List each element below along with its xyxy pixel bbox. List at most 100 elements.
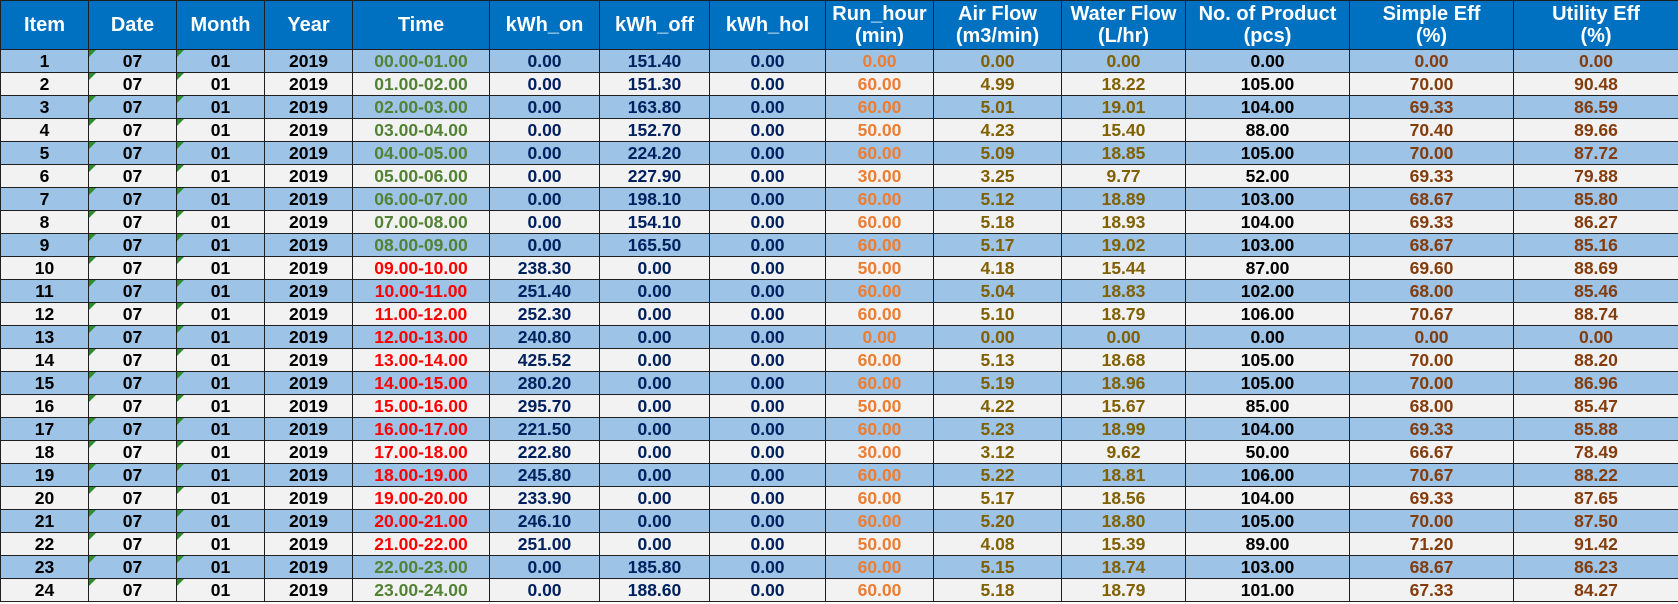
cell-kwh-off[interactable]: 152.70 bbox=[599, 118, 710, 142]
cell-kwh-hol[interactable]: 0.00 bbox=[709, 532, 826, 556]
cell-air-flow[interactable]: 4.99 bbox=[933, 72, 1062, 96]
cell-date[interactable]: 07 bbox=[88, 95, 177, 119]
cell-kwh-off[interactable]: 0.00 bbox=[599, 486, 710, 510]
cell-air-flow[interactable]: 5.13 bbox=[933, 348, 1062, 372]
cell-kwh-on[interactable]: 222.80 bbox=[489, 440, 600, 464]
cell-run-hour[interactable]: 60.00 bbox=[825, 141, 934, 165]
cell-date[interactable]: 07 bbox=[88, 325, 177, 349]
cell-year[interactable]: 2019 bbox=[264, 325, 353, 349]
cell-utility-eff[interactable]: 0.00 bbox=[1513, 325, 1678, 349]
cell-kwh-hol[interactable]: 0.00 bbox=[709, 440, 826, 464]
cell-kwh-off[interactable]: 151.40 bbox=[599, 49, 710, 73]
cell-kwh-hol[interactable]: 0.00 bbox=[709, 72, 826, 96]
cell-run-hour[interactable]: 60.00 bbox=[825, 187, 934, 211]
cell-month[interactable]: 01 bbox=[176, 210, 265, 234]
column-header-kwh-hol[interactable]: kWh_hol bbox=[709, 0, 826, 50]
cell-year[interactable]: 2019 bbox=[264, 394, 353, 418]
cell-products[interactable]: 88.00 bbox=[1185, 118, 1350, 142]
cell-kwh-hol[interactable]: 0.00 bbox=[709, 302, 826, 326]
cell-kwh-hol[interactable]: 0.00 bbox=[709, 279, 826, 303]
cell-run-hour[interactable]: 30.00 bbox=[825, 440, 934, 464]
cell-utility-eff[interactable]: 79.88 bbox=[1513, 164, 1678, 188]
cell-kwh-off[interactable]: 185.80 bbox=[599, 555, 710, 579]
cell-utility-eff[interactable]: 86.27 bbox=[1513, 210, 1678, 234]
cell-simple-eff[interactable]: 69.33 bbox=[1349, 95, 1514, 119]
cell-water-flow[interactable]: 15.40 bbox=[1061, 118, 1186, 142]
cell-utility-eff[interactable]: 87.72 bbox=[1513, 141, 1678, 165]
cell-simple-eff[interactable]: 70.00 bbox=[1349, 141, 1514, 165]
cell-utility-eff[interactable]: 86.96 bbox=[1513, 371, 1678, 395]
cell-date[interactable]: 07 bbox=[88, 440, 177, 464]
cell-kwh-hol[interactable]: 0.00 bbox=[709, 578, 826, 602]
cell-products[interactable]: 104.00 bbox=[1185, 95, 1350, 119]
cell-kwh-hol[interactable]: 0.00 bbox=[709, 463, 826, 487]
cell-water-flow[interactable]: 15.44 bbox=[1061, 256, 1186, 280]
cell-month[interactable]: 01 bbox=[176, 463, 265, 487]
cell-date[interactable]: 07 bbox=[88, 302, 177, 326]
cell-simple-eff[interactable]: 68.67 bbox=[1349, 555, 1514, 579]
cell-simple-eff[interactable]: 0.00 bbox=[1349, 325, 1514, 349]
cell-item[interactable]: 5 bbox=[0, 141, 89, 165]
cell-year[interactable]: 2019 bbox=[264, 72, 353, 96]
cell-date[interactable]: 07 bbox=[88, 394, 177, 418]
cell-item[interactable]: 17 bbox=[0, 417, 89, 441]
cell-year[interactable]: 2019 bbox=[264, 302, 353, 326]
cell-time[interactable]: 06.00-07.00 bbox=[352, 187, 490, 211]
cell-air-flow[interactable]: 4.08 bbox=[933, 532, 1062, 556]
cell-time[interactable]: 07.00-08.00 bbox=[352, 210, 490, 234]
cell-air-flow[interactable]: 5.17 bbox=[933, 486, 1062, 510]
column-header-run-hour[interactable]: Run_hour (min) bbox=[825, 0, 934, 50]
column-header-kwh-on[interactable]: kWh_on bbox=[489, 0, 600, 50]
cell-products[interactable]: 105.00 bbox=[1185, 141, 1350, 165]
cell-year[interactable]: 2019 bbox=[264, 578, 353, 602]
cell-kwh-hol[interactable]: 0.00 bbox=[709, 118, 826, 142]
cell-simple-eff[interactable]: 68.00 bbox=[1349, 394, 1514, 418]
cell-run-hour[interactable]: 50.00 bbox=[825, 532, 934, 556]
cell-utility-eff[interactable]: 84.27 bbox=[1513, 578, 1678, 602]
cell-year[interactable]: 2019 bbox=[264, 348, 353, 372]
cell-run-hour[interactable]: 0.00 bbox=[825, 49, 934, 73]
cell-kwh-off[interactable]: 165.50 bbox=[599, 233, 710, 257]
cell-utility-eff[interactable]: 91.42 bbox=[1513, 532, 1678, 556]
cell-month[interactable]: 01 bbox=[176, 555, 265, 579]
cell-time[interactable]: 11.00-12.00 bbox=[352, 302, 490, 326]
cell-kwh-hol[interactable]: 0.00 bbox=[709, 187, 826, 211]
cell-simple-eff[interactable]: 68.67 bbox=[1349, 187, 1514, 211]
cell-water-flow[interactable]: 18.81 bbox=[1061, 463, 1186, 487]
cell-date[interactable]: 07 bbox=[88, 141, 177, 165]
cell-kwh-hol[interactable]: 0.00 bbox=[709, 417, 826, 441]
cell-time[interactable]: 17.00-18.00 bbox=[352, 440, 490, 464]
cell-month[interactable]: 01 bbox=[176, 164, 265, 188]
cell-kwh-on[interactable]: 0.00 bbox=[489, 95, 600, 119]
cell-air-flow[interactable]: 5.04 bbox=[933, 279, 1062, 303]
cell-run-hour[interactable]: 60.00 bbox=[825, 72, 934, 96]
cell-utility-eff[interactable]: 86.59 bbox=[1513, 95, 1678, 119]
cell-kwh-on[interactable]: 238.30 bbox=[489, 256, 600, 280]
cell-month[interactable]: 01 bbox=[176, 118, 265, 142]
cell-month[interactable]: 01 bbox=[176, 141, 265, 165]
cell-run-hour[interactable]: 60.00 bbox=[825, 210, 934, 234]
cell-utility-eff[interactable]: 85.16 bbox=[1513, 233, 1678, 257]
cell-products[interactable]: 105.00 bbox=[1185, 72, 1350, 96]
cell-month[interactable]: 01 bbox=[176, 371, 265, 395]
cell-air-flow[interactable]: 5.10 bbox=[933, 302, 1062, 326]
cell-kwh-off[interactable]: 0.00 bbox=[599, 325, 710, 349]
cell-time[interactable]: 20.00-21.00 bbox=[352, 509, 490, 533]
cell-run-hour[interactable]: 60.00 bbox=[825, 417, 934, 441]
cell-air-flow[interactable]: 5.17 bbox=[933, 233, 1062, 257]
cell-item[interactable]: 16 bbox=[0, 394, 89, 418]
cell-air-flow[interactable]: 5.23 bbox=[933, 417, 1062, 441]
cell-kwh-off[interactable]: 154.10 bbox=[599, 210, 710, 234]
cell-month[interactable]: 01 bbox=[176, 233, 265, 257]
column-header-month[interactable]: Month bbox=[176, 0, 265, 50]
cell-month[interactable]: 01 bbox=[176, 486, 265, 510]
cell-simple-eff[interactable]: 69.33 bbox=[1349, 164, 1514, 188]
cell-time[interactable]: 00.00-01.00 bbox=[352, 49, 490, 73]
cell-item[interactable]: 22 bbox=[0, 532, 89, 556]
cell-time[interactable]: 05.00-06.00 bbox=[352, 164, 490, 188]
cell-date[interactable]: 07 bbox=[88, 210, 177, 234]
cell-simple-eff[interactable]: 70.40 bbox=[1349, 118, 1514, 142]
cell-kwh-on[interactable]: 252.30 bbox=[489, 302, 600, 326]
cell-water-flow[interactable]: 18.89 bbox=[1061, 187, 1186, 211]
cell-kwh-off[interactable]: 198.10 bbox=[599, 187, 710, 211]
